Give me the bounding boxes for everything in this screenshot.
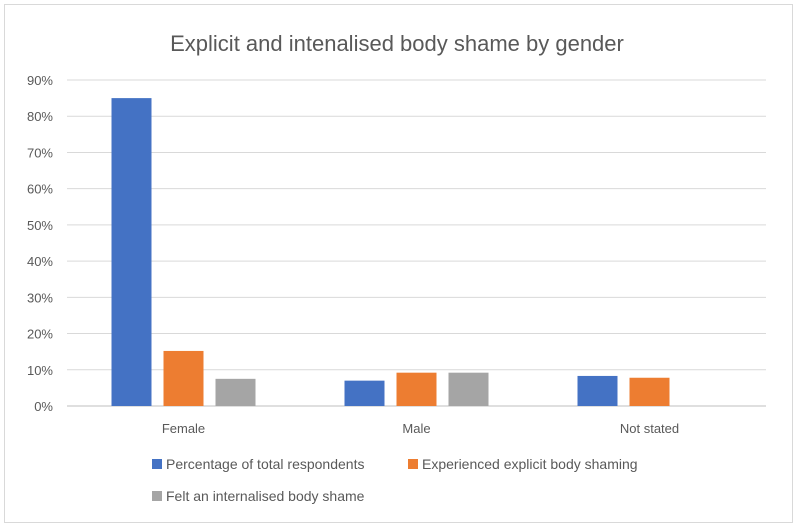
bar-female-series-3 — [215, 378, 256, 406]
legend-label: Percentage of total respondents — [166, 456, 364, 472]
y-tick-label: 50% — [27, 218, 53, 233]
y-tick-label: 70% — [27, 145, 53, 160]
legend-swatch — [152, 491, 162, 501]
y-tick-label: 10% — [27, 363, 53, 378]
x-tick-label: Female — [162, 421, 205, 436]
bar-female-series-2 — [163, 350, 204, 406]
bar-female-series-1 — [111, 98, 152, 406]
bar-male-series-1 — [344, 380, 385, 406]
legend: Percentage of total respondents Experienc… — [152, 456, 638, 504]
legend-label: Experienced explicit body shaming — [422, 456, 638, 472]
y-tick-label: 30% — [27, 290, 53, 305]
x-tick-label: Male — [402, 421, 430, 436]
x-axis-ticks: Female Male Not stated — [162, 421, 679, 436]
y-tick-label: 80% — [27, 109, 53, 124]
bar-male-series-2 — [396, 372, 437, 406]
y-tick-label: 90% — [27, 73, 53, 88]
bar-not-stated-series-2 — [629, 377, 670, 406]
y-tick-label: 0% — [34, 399, 53, 414]
bar-male-series-3 — [448, 372, 489, 406]
x-tick-label: Not stated — [620, 421, 679, 436]
legend-swatch — [152, 459, 162, 469]
bar-not-stated-series-1 — [577, 375, 618, 406]
y-tick-label: 40% — [27, 254, 53, 269]
legend-swatch — [408, 459, 418, 469]
bars — [111, 98, 670, 406]
legend-label: Felt an internalised body shame — [166, 488, 365, 504]
y-tick-label: 60% — [27, 182, 53, 197]
y-tick-label: 20% — [27, 327, 53, 342]
y-axis-ticks: 0% 10% 20% 30% 40% 50% 60% 70% 80% 90% — [27, 73, 53, 414]
chart-title: Explicit and intenalised body shame by g… — [170, 31, 624, 56]
